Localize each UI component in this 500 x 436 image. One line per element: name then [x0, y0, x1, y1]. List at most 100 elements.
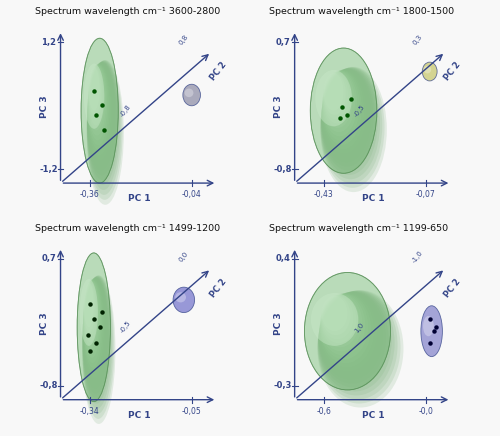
Ellipse shape: [321, 295, 354, 339]
Ellipse shape: [321, 68, 378, 175]
Ellipse shape: [322, 71, 360, 141]
Ellipse shape: [88, 65, 108, 145]
Text: PC 2: PC 2: [442, 277, 462, 299]
Ellipse shape: [184, 89, 194, 97]
Ellipse shape: [321, 68, 380, 179]
Text: PC 1: PC 1: [362, 411, 384, 420]
Text: Spectrum wavelength cm⁻¹ 1800-1500: Spectrum wavelength cm⁻¹ 1800-1500: [269, 7, 454, 16]
Ellipse shape: [318, 292, 386, 383]
Ellipse shape: [322, 72, 355, 132]
Ellipse shape: [88, 67, 100, 111]
Text: -0,34: -0,34: [80, 407, 100, 416]
Ellipse shape: [318, 290, 400, 403]
Ellipse shape: [324, 73, 346, 115]
Text: -0,6: -0,6: [316, 407, 332, 416]
Ellipse shape: [319, 292, 383, 379]
Text: -1,0: -1,0: [412, 249, 424, 264]
Ellipse shape: [82, 277, 111, 404]
Ellipse shape: [423, 316, 434, 336]
Ellipse shape: [320, 68, 382, 184]
Ellipse shape: [311, 293, 358, 346]
Text: PC 3: PC 3: [274, 95, 283, 118]
Text: -0,5: -0,5: [118, 320, 132, 334]
Text: -0,43: -0,43: [314, 191, 334, 199]
Ellipse shape: [83, 278, 106, 383]
Ellipse shape: [320, 293, 374, 368]
Ellipse shape: [84, 282, 96, 337]
Ellipse shape: [318, 291, 392, 392]
Ellipse shape: [320, 67, 384, 188]
Ellipse shape: [320, 294, 362, 351]
Text: PC 2: PC 2: [208, 277, 228, 299]
Ellipse shape: [323, 72, 350, 123]
Ellipse shape: [321, 68, 376, 170]
Ellipse shape: [84, 283, 94, 327]
Text: 1,2: 1,2: [42, 37, 56, 47]
Ellipse shape: [87, 60, 122, 200]
Ellipse shape: [318, 290, 404, 408]
Ellipse shape: [83, 280, 102, 363]
Text: 0,7: 0,7: [42, 254, 56, 263]
Ellipse shape: [82, 277, 110, 399]
Ellipse shape: [321, 295, 356, 343]
Ellipse shape: [82, 276, 112, 409]
Ellipse shape: [88, 65, 106, 136]
Text: 1,0: 1,0: [354, 321, 365, 334]
Text: PC 2: PC 2: [442, 61, 462, 82]
Ellipse shape: [322, 71, 362, 145]
Ellipse shape: [318, 291, 398, 399]
Ellipse shape: [318, 292, 388, 388]
Ellipse shape: [88, 65, 108, 140]
Ellipse shape: [83, 279, 105, 378]
Ellipse shape: [84, 282, 97, 343]
Ellipse shape: [319, 293, 380, 375]
Ellipse shape: [322, 69, 371, 162]
Ellipse shape: [322, 70, 364, 149]
Ellipse shape: [77, 253, 110, 402]
Ellipse shape: [84, 281, 98, 347]
Ellipse shape: [88, 64, 111, 155]
Ellipse shape: [84, 281, 100, 353]
Text: -0,8: -0,8: [274, 165, 292, 174]
Ellipse shape: [320, 293, 377, 371]
Ellipse shape: [88, 63, 115, 170]
Text: PC 3: PC 3: [40, 95, 50, 118]
Ellipse shape: [323, 72, 352, 128]
Ellipse shape: [316, 70, 352, 126]
Ellipse shape: [322, 71, 357, 136]
Ellipse shape: [183, 84, 200, 106]
Text: 0,0: 0,0: [178, 251, 190, 263]
Ellipse shape: [173, 287, 195, 313]
Ellipse shape: [88, 66, 104, 126]
Text: Spectrum wavelength cm⁻¹ 1499-1200: Spectrum wavelength cm⁻¹ 1499-1200: [35, 224, 220, 232]
Ellipse shape: [304, 272, 390, 390]
Ellipse shape: [320, 294, 368, 359]
Ellipse shape: [82, 276, 113, 414]
Text: -0,8: -0,8: [40, 382, 58, 391]
Ellipse shape: [87, 61, 119, 185]
Ellipse shape: [422, 62, 437, 81]
Ellipse shape: [320, 294, 365, 355]
Ellipse shape: [87, 61, 122, 195]
Ellipse shape: [83, 279, 103, 368]
Ellipse shape: [83, 278, 108, 388]
Text: -0,0: -0,0: [418, 407, 433, 416]
Ellipse shape: [88, 63, 114, 165]
Text: 0,7: 0,7: [276, 37, 290, 47]
Text: PC 3: PC 3: [274, 312, 283, 335]
Text: Spectrum wavelength cm⁻¹ 3600-2800: Spectrum wavelength cm⁻¹ 3600-2800: [35, 7, 220, 16]
Ellipse shape: [318, 291, 394, 395]
Ellipse shape: [324, 72, 348, 119]
Ellipse shape: [88, 66, 102, 121]
Ellipse shape: [82, 275, 116, 424]
Text: 0,8: 0,8: [178, 34, 190, 47]
Ellipse shape: [320, 295, 360, 347]
Text: 0,4: 0,4: [276, 254, 290, 263]
Ellipse shape: [320, 293, 371, 363]
Ellipse shape: [322, 69, 368, 158]
Ellipse shape: [322, 296, 347, 331]
Ellipse shape: [88, 66, 105, 130]
Text: 0,3: 0,3: [412, 34, 424, 47]
Ellipse shape: [175, 292, 186, 303]
Ellipse shape: [421, 306, 442, 357]
